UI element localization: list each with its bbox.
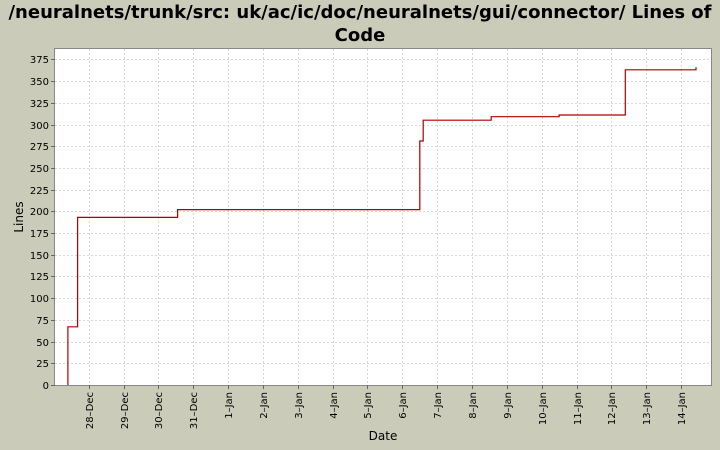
x-tick-label: 30–Dec: [154, 392, 165, 429]
x-tick-label: 14–Jan: [677, 392, 688, 425]
y-tick-label: 250: [30, 164, 49, 175]
y-tick-label: 350: [30, 77, 49, 88]
x-tick-label: 7–Jan: [433, 392, 444, 419]
y-tick-label: 325: [30, 99, 49, 110]
x-tick-label: 9–Jan: [503, 392, 514, 419]
x-tick-label: 13–Jan: [642, 392, 653, 425]
y-tick-label: 200: [30, 207, 49, 218]
x-tick-label: 4–Jan: [329, 392, 340, 419]
axes: 0 25 50 75 100 125 150 175 200 225 250 275 300 325 350…: [30, 55, 688, 429]
y-tick-label: 150: [30, 251, 49, 262]
x-tick-label: 1–Jan: [224, 392, 235, 419]
y-tick-label: 175: [30, 229, 49, 240]
y-tick-label: 225: [30, 186, 49, 197]
x-tick-label: 8–Jan: [468, 392, 479, 419]
y-tick-label: 75: [36, 316, 49, 327]
x-tick-label: 10–Jan: [538, 392, 549, 425]
grid-lines: [55, 49, 711, 385]
y-tick-label: 375: [30, 55, 49, 66]
x-tick-label: 11–Jan: [573, 392, 584, 425]
x-tick-label: 6–Jan: [398, 392, 409, 419]
x-tick-label: 3–Jan: [294, 392, 305, 419]
x-tick-label: 12–Jan: [607, 392, 618, 425]
x-tick-label: 28–Dec: [85, 392, 96, 429]
y-tick-label: 25: [36, 359, 49, 370]
y-tick-label: 100: [30, 294, 49, 305]
x-tick-label: 5–Jan: [363, 392, 374, 419]
y-tick-label: 50: [36, 338, 49, 349]
y-axis-label: Lines: [12, 201, 26, 232]
x-axis-label: Date: [369, 429, 398, 443]
x-tick-label: 2–Jan: [259, 392, 270, 419]
x-tick-label: 31–Dec: [189, 392, 200, 429]
y-tick-label: 300: [30, 121, 49, 132]
y-tick-label: 125: [30, 272, 49, 283]
y-tick-label: 275: [30, 142, 49, 153]
series-layer: [67, 67, 697, 385]
chart-title: /neuralnets/trunk/src: uk/ac/ic/doc/neur…: [8, 2, 712, 46]
y-tick-label: 0: [43, 381, 49, 392]
x-tick-label: 29–Dec: [120, 392, 131, 429]
series-line: [67, 67, 697, 385]
